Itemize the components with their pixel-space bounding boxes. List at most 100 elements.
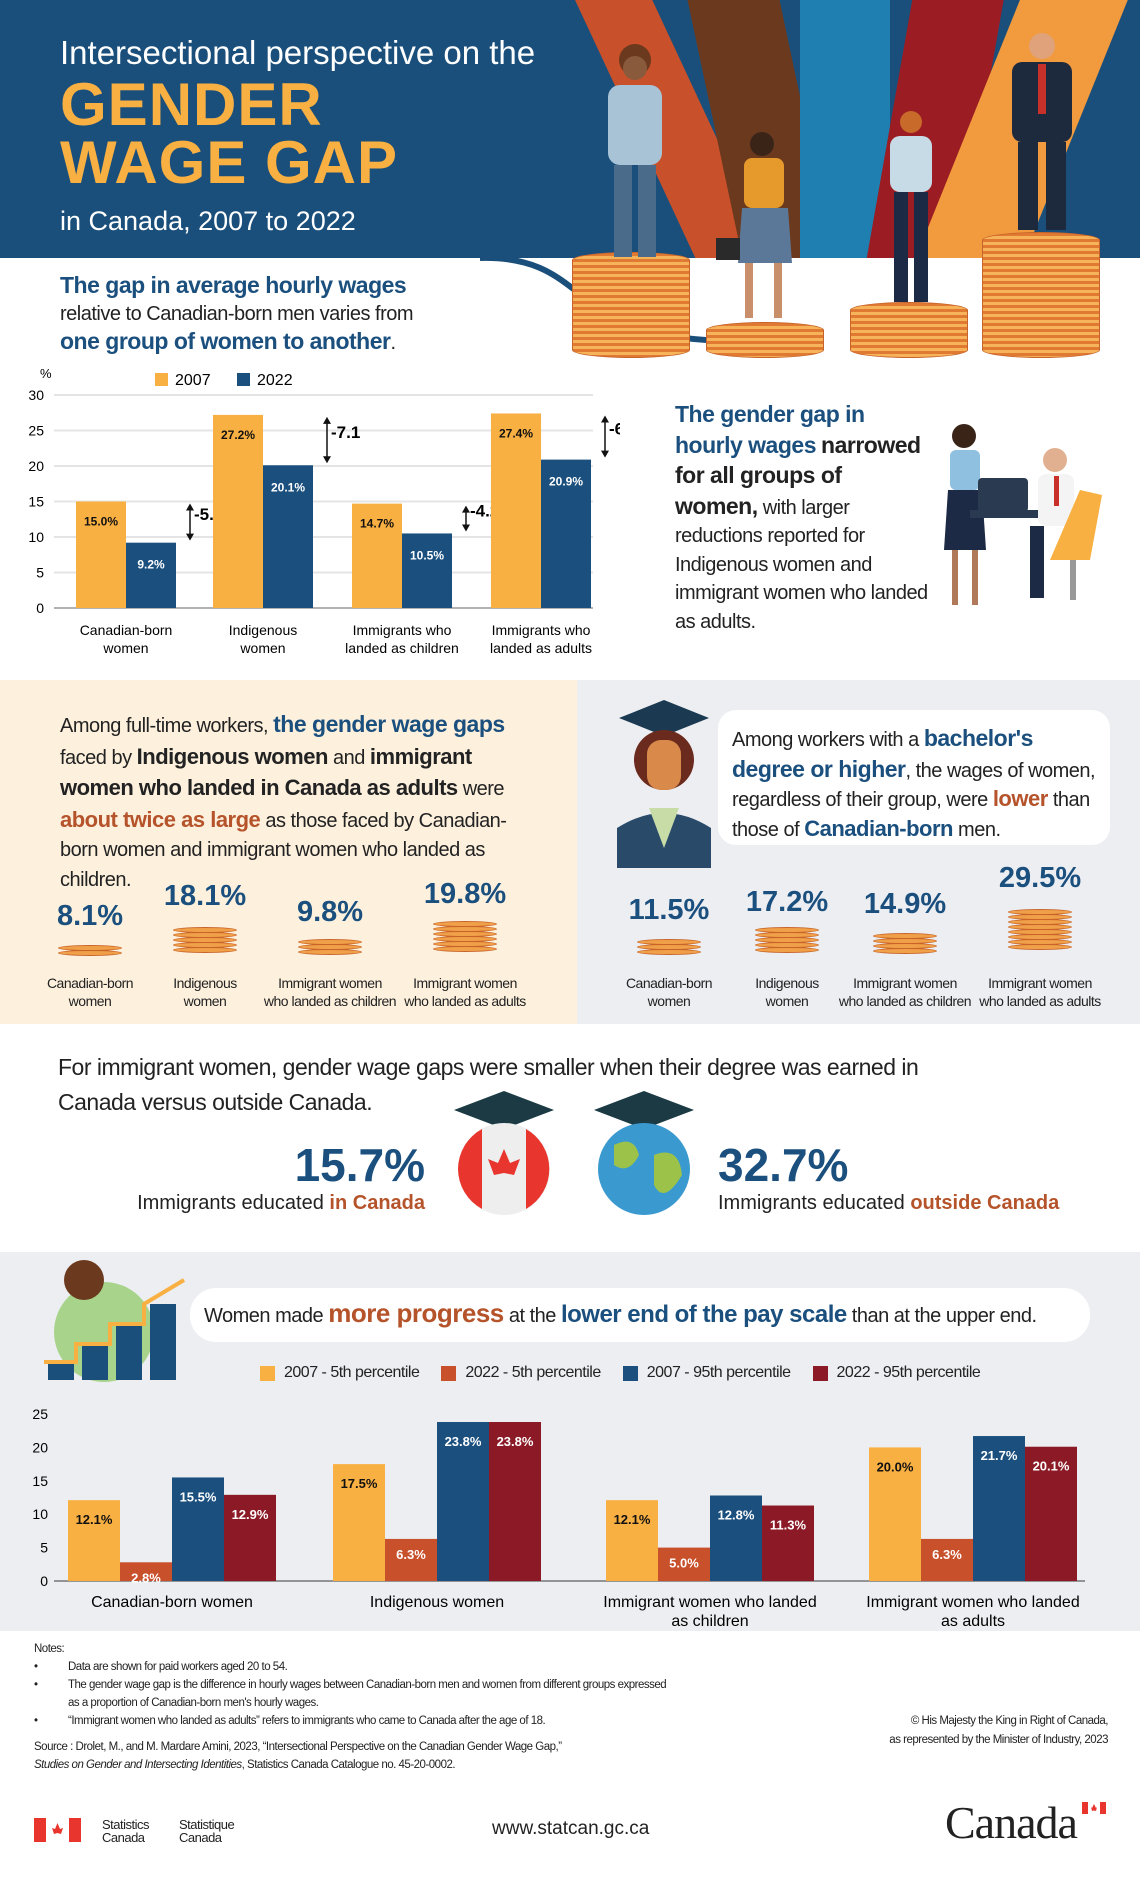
statcan-en-1: Statistics bbox=[102, 1817, 150, 1832]
title-wage-gap: WAGE GAP bbox=[60, 129, 399, 196]
bar-value-label: 12.9% bbox=[232, 1507, 269, 1522]
prog-t1: Women made bbox=[204, 1305, 324, 1327]
bar-value-label: 15.5% bbox=[180, 1489, 217, 1504]
note-item: • Data are shown for paid workers aged 20… bbox=[34, 1661, 288, 1673]
in-canada-stat: 15.7% Immigrants educated in Canada bbox=[120, 1138, 425, 1215]
bar bbox=[762, 1505, 814, 1581]
fulltime-t2: the gender wage gaps bbox=[273, 711, 505, 737]
lede-emphasis: one group of women to another bbox=[60, 328, 391, 354]
bar bbox=[68, 1500, 120, 1581]
header-banner bbox=[0, 0, 1140, 258]
x-category-label: Canadian-born bbox=[80, 622, 173, 638]
coin-stack-icon bbox=[173, 927, 237, 953]
bar-value-label: 20.1% bbox=[1033, 1459, 1070, 1474]
statcan-url-link[interactable]: www.statcan.gc.ca bbox=[492, 1818, 650, 1839]
statcan-fr: Statistique Canada bbox=[179, 1818, 235, 1845]
stat-label: Indigenous women bbox=[755, 975, 819, 1009]
in-canada-em: in Canada bbox=[329, 1192, 425, 1214]
bach-t6: Canadian-born bbox=[804, 815, 953, 841]
outside-canada-stat: 32.7% Immigrants educated outside Canada bbox=[718, 1138, 1098, 1215]
x-category-label: women bbox=[239, 640, 285, 656]
graduate-woman-illustration bbox=[617, 700, 711, 868]
stat-label: Canadian-born women bbox=[46, 975, 134, 1009]
legend-label: 2022 - 95th percentile bbox=[836, 1364, 981, 1381]
title-subtitle: in Canada, 2007 to 2022 bbox=[60, 206, 356, 236]
stat-value: 18.1% bbox=[163, 880, 247, 912]
bar-value-label: 6.3% bbox=[932, 1547, 962, 1562]
stat-value: 9.8% bbox=[296, 896, 364, 928]
bar-value-label: 6.3% bbox=[396, 1547, 426, 1562]
canada-wordmark: Canada bbox=[945, 1797, 1078, 1848]
fulltime-t7: were bbox=[462, 778, 505, 800]
note-item: • The gender wage gap is the difference i… bbox=[34, 1679, 667, 1709]
narrowed-headline: The gender gap in bbox=[675, 401, 865, 427]
x-category-label: Indigenous women bbox=[370, 1594, 504, 1611]
chart2-legend: 2007 - 5th percentile 2022 - 5th percenti… bbox=[260, 1364, 1002, 1386]
bar-value-label: 27.4% bbox=[499, 426, 533, 440]
legend-label: 2007 - 5th percentile bbox=[284, 1364, 420, 1381]
stat-label: Immigrant women who landed as children bbox=[838, 975, 972, 1009]
bar bbox=[491, 413, 541, 608]
wordmark-flag-icon bbox=[1082, 1802, 1106, 1814]
stat-value: 11.5% bbox=[628, 894, 710, 926]
fulltime-t5: and bbox=[332, 746, 365, 769]
copyright-line-2: as represented by the Minister of Indust… bbox=[889, 1734, 1108, 1746]
legend-item: 2007 - 5th percentile bbox=[260, 1364, 420, 1382]
statcan-en: Statistics Canada bbox=[102, 1817, 150, 1844]
in-canada-label: Immigrants educated bbox=[137, 1192, 324, 1214]
change-label: -7.1 bbox=[331, 423, 360, 442]
copyright: © His Majesty the King in Right of Canad… bbox=[889, 1712, 1108, 1750]
prog-t4: lower end of the pay scale bbox=[560, 1301, 847, 1328]
x-category-label: Indigenous bbox=[229, 622, 298, 638]
bach-t4: lower bbox=[992, 786, 1048, 811]
bar bbox=[224, 1494, 276, 1581]
x-category-label: Immigrant women who landed bbox=[866, 1594, 1079, 1611]
fulltime-t6: immigrant women who landed in Canada as … bbox=[60, 743, 472, 801]
outside-canada-label: Immigrants educated bbox=[718, 1192, 905, 1214]
coin-stack-icon bbox=[706, 322, 824, 358]
bar bbox=[120, 1562, 172, 1581]
bar-value-label: 20.0% bbox=[877, 1459, 914, 1474]
x-category-label: landed as adults bbox=[490, 640, 592, 656]
bar-value-label: 21.7% bbox=[981, 1448, 1018, 1463]
y-tick-label: 0 bbox=[36, 600, 44, 616]
legend-label: 2007 bbox=[175, 372, 211, 389]
statcan-fr-2: Canada bbox=[179, 1830, 222, 1845]
legend-swatch bbox=[622, 1365, 638, 1381]
narrowed-em1: hourly wages bbox=[675, 431, 816, 458]
bar-value-label: 17.5% bbox=[341, 1476, 378, 1491]
coin-stack-icon bbox=[433, 921, 497, 952]
fulltime-t4: Indigenous women bbox=[136, 743, 329, 769]
bar-value-label: 12.8% bbox=[718, 1507, 755, 1522]
bar bbox=[489, 1422, 541, 1581]
canada-flag-icon bbox=[34, 1818, 81, 1842]
narrowed-em3: for all groups of bbox=[675, 462, 842, 488]
bar bbox=[973, 1436, 1025, 1581]
fulltime-t8: about twice as large bbox=[60, 806, 261, 832]
title-line-1: Intersectional perspective on the bbox=[60, 34, 536, 71]
legend-label: 2022 - 5th percentile bbox=[465, 1364, 601, 1381]
coin-stack-icon bbox=[850, 302, 968, 358]
woman-with-clipboard-illustration bbox=[890, 111, 932, 302]
bar-value-label: 27.2% bbox=[221, 428, 255, 442]
source-publication: Studies on Gender and Intersecting Ident… bbox=[34, 1759, 242, 1771]
title-main: GENDER WAGE GAP bbox=[60, 75, 399, 196]
bar bbox=[126, 542, 176, 608]
legend-label: 2007 - 95th percentile bbox=[646, 1364, 791, 1381]
stat-value: 14.9% bbox=[863, 888, 947, 920]
change-label: -6.5 bbox=[609, 420, 620, 439]
bar-value-label: 23.8% bbox=[497, 1434, 534, 1449]
stat-value: 19.8% bbox=[423, 878, 507, 910]
coin-stack-icon bbox=[298, 939, 362, 955]
coin-stack-icon bbox=[982, 232, 1100, 358]
x-category-label: women bbox=[102, 640, 148, 656]
lede-text: relative to Canadian-born men varies fro… bbox=[60, 303, 414, 325]
office-meeting-illustration bbox=[944, 424, 1102, 605]
x-category-label: Immigrants who bbox=[492, 622, 591, 638]
coin-stack-icon bbox=[58, 945, 122, 956]
bar-value-label: 12.1% bbox=[76, 1512, 113, 1527]
chart1-intro: The gap in average hourly wages relative… bbox=[60, 272, 480, 357]
source-line-1: Source : Drolet, M., and M. Mardare Amin… bbox=[34, 1741, 562, 1753]
degree-title: For immigrant women, gender wage gaps we… bbox=[58, 1054, 919, 1115]
